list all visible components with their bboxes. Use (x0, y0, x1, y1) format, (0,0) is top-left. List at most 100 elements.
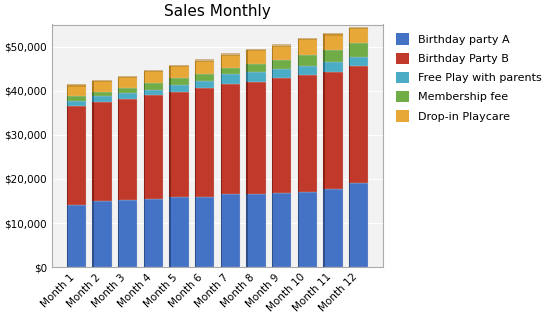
Bar (272, 44, 292, 47)
Bar (195, 74, 215, 80)
Bar (246, 49, 266, 52)
Bar (67, 106, 86, 205)
Bar (221, 84, 222, 194)
Bar (272, 46, 292, 60)
Bar (92, 96, 112, 102)
Bar (272, 69, 273, 78)
Bar (195, 80, 215, 88)
Bar (169, 78, 170, 85)
Bar (221, 68, 240, 74)
Bar (298, 192, 317, 267)
Bar (272, 60, 273, 69)
Bar (323, 34, 324, 50)
Bar (118, 99, 119, 200)
Bar (349, 183, 350, 267)
Bar (246, 82, 266, 194)
Bar (349, 28, 350, 44)
Bar (67, 96, 86, 101)
Bar (221, 54, 240, 68)
Bar (221, 194, 240, 267)
Bar (323, 34, 343, 50)
Bar (272, 46, 273, 60)
Bar (169, 197, 189, 267)
Bar (298, 66, 317, 75)
Bar (67, 86, 68, 96)
Bar (67, 84, 86, 87)
Bar (221, 194, 222, 267)
Bar (298, 54, 317, 66)
Bar (144, 83, 163, 90)
Bar (118, 93, 138, 99)
Bar (298, 75, 299, 192)
Bar (169, 85, 189, 92)
Bar (298, 54, 299, 66)
Bar (221, 74, 240, 84)
Bar (246, 194, 248, 267)
Bar (323, 62, 343, 72)
Bar (221, 53, 240, 56)
Legend: Birthday party A, Birthday Party B, Free Play with parents, Membership fee, Drop: Birthday party A, Birthday Party B, Free… (392, 30, 545, 125)
Bar (298, 39, 317, 54)
Bar (92, 92, 94, 96)
Bar (67, 101, 86, 106)
Bar (323, 50, 343, 62)
Bar (349, 57, 368, 66)
Bar (195, 197, 196, 267)
Bar (323, 72, 324, 189)
Bar (118, 200, 119, 267)
Bar (272, 60, 292, 69)
Bar (195, 59, 215, 62)
Bar (349, 57, 350, 66)
Bar (349, 44, 350, 57)
Bar (118, 200, 138, 267)
Bar (349, 66, 368, 183)
Bar (349, 27, 368, 29)
Bar (221, 74, 222, 84)
Bar (92, 96, 94, 102)
Bar (349, 183, 368, 267)
Bar (246, 50, 248, 64)
Bar (169, 92, 170, 197)
Bar (272, 193, 292, 267)
Bar (144, 90, 163, 95)
Bar (144, 71, 145, 83)
Bar (144, 83, 145, 90)
Bar (246, 64, 266, 72)
Bar (118, 88, 119, 93)
Bar (272, 193, 273, 267)
Bar (195, 74, 196, 80)
Bar (144, 95, 145, 199)
Bar (169, 66, 189, 78)
Bar (246, 194, 266, 267)
Bar (67, 86, 86, 96)
Bar (92, 92, 112, 96)
Bar (118, 76, 138, 78)
Bar (323, 50, 324, 62)
Bar (298, 192, 299, 267)
Bar (144, 70, 163, 72)
Bar (144, 71, 163, 83)
Bar (323, 33, 343, 36)
Bar (144, 199, 145, 267)
Bar (195, 61, 196, 74)
Bar (118, 77, 119, 88)
Bar (144, 199, 163, 267)
Bar (298, 39, 299, 54)
Bar (246, 82, 248, 194)
Bar (195, 197, 215, 267)
Bar (298, 38, 317, 40)
Bar (323, 189, 324, 267)
Bar (92, 102, 94, 201)
Bar (272, 78, 273, 193)
Bar (67, 96, 68, 101)
Bar (92, 80, 112, 82)
Bar (246, 72, 248, 82)
Bar (195, 80, 196, 88)
Bar (221, 54, 222, 68)
Title: Sales Monthly: Sales Monthly (164, 4, 271, 19)
Bar (246, 64, 248, 72)
Bar (118, 99, 138, 200)
Bar (144, 90, 145, 95)
Bar (323, 189, 343, 267)
Bar (169, 78, 189, 85)
